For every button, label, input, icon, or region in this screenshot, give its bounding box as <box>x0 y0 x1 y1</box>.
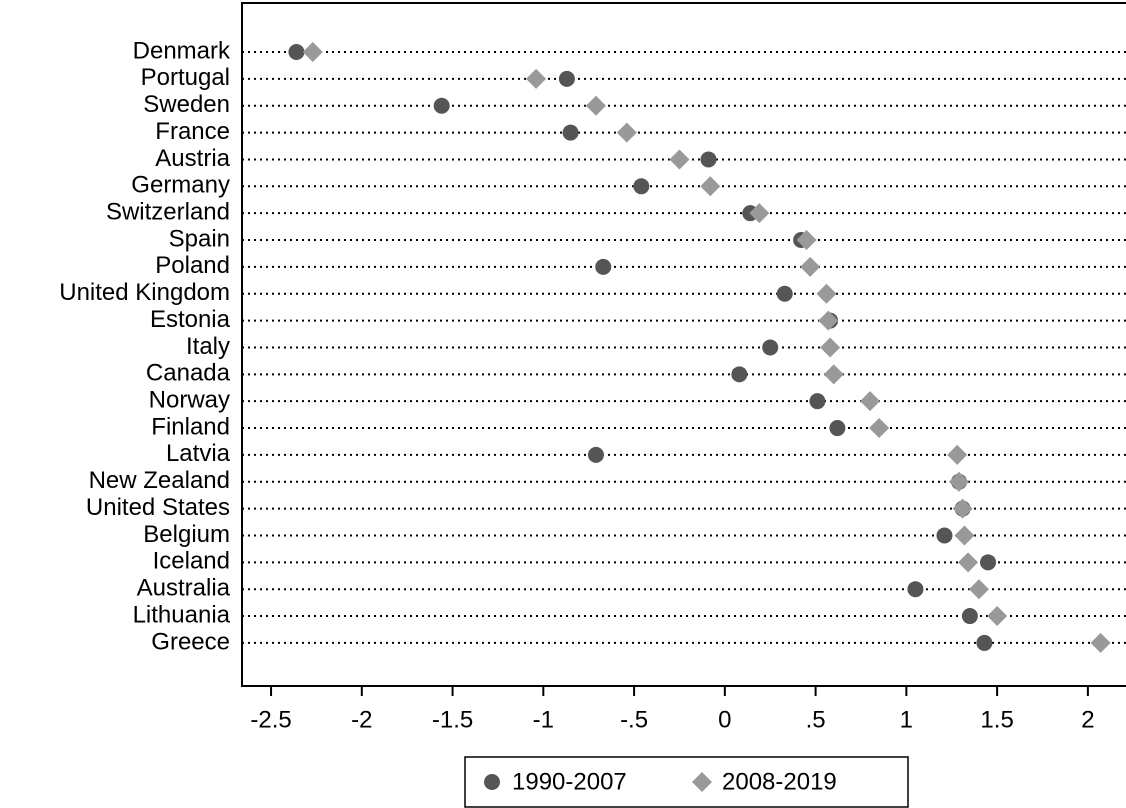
diamond-marker <box>749 203 770 224</box>
diamond-marker <box>954 525 975 546</box>
y-tick-label: Denmark <box>133 37 231 64</box>
diamond-marker <box>958 552 979 573</box>
diamond-marker <box>669 149 690 170</box>
x-tick-label: 2 <box>1081 706 1094 733</box>
circle-marker <box>731 366 748 383</box>
diamond-marker <box>816 283 837 304</box>
diamond-marker <box>949 471 970 492</box>
diamond-marker <box>526 68 547 89</box>
y-tick-label: Poland <box>155 252 230 279</box>
circle-marker <box>961 608 978 625</box>
x-tick-label: -.5 <box>620 706 648 733</box>
x-tick-label: .5 <box>806 706 826 733</box>
circle-marker <box>762 339 779 356</box>
y-tick-label: United States <box>86 494 230 521</box>
diamond-marker <box>818 310 839 331</box>
diamond-marker <box>585 95 606 116</box>
y-tick-label: Italy <box>186 333 230 360</box>
circle-marker <box>587 446 604 463</box>
diamond-marker <box>968 579 989 600</box>
y-tick-label: United Kingdom <box>59 279 230 306</box>
y-tick-label: Portugal <box>141 64 230 91</box>
diamond-marker <box>302 42 323 62</box>
circle-marker <box>288 44 305 60</box>
circle-marker <box>595 258 612 275</box>
circle-marker <box>776 285 793 302</box>
x-tick-label: -2.5 <box>250 706 291 733</box>
circle-marker <box>980 554 997 571</box>
legend-marker <box>692 772 712 792</box>
circle-marker <box>633 178 650 195</box>
circle-marker <box>562 124 579 141</box>
diamond-marker <box>823 364 844 385</box>
y-tick-label: Lithuania <box>133 601 231 628</box>
y-tick-label: Estonia <box>150 306 231 333</box>
y-tick-label: Spain <box>169 225 230 252</box>
diamond-marker <box>820 337 841 358</box>
diamond-marker <box>800 256 821 277</box>
diamond-marker <box>952 498 973 519</box>
y-tick-label: Greece <box>151 628 230 655</box>
y-tick-label: Canada <box>146 360 231 387</box>
y-tick-label: France <box>155 118 230 145</box>
diamond-marker <box>700 176 721 197</box>
y-tick-label: Finland <box>151 413 230 440</box>
circle-marker <box>700 151 717 168</box>
y-tick-label: Belgium <box>143 521 230 548</box>
x-tick-label: 1 <box>900 706 913 733</box>
y-tick-label: Norway <box>149 387 230 414</box>
legend-label: 1990-2007 <box>512 768 627 795</box>
legend-box <box>464 756 909 808</box>
y-tick-label: Sweden <box>143 91 230 118</box>
x-tick-label: -1 <box>533 706 554 733</box>
y-tick-label: Australia <box>137 575 231 602</box>
x-tick-label: 0 <box>718 706 731 733</box>
circle-marker <box>829 420 846 437</box>
circle-marker <box>809 393 826 410</box>
circle-marker <box>433 97 450 114</box>
diamond-marker <box>947 444 968 465</box>
y-tick-label: Switzerland <box>106 199 230 226</box>
y-tick-label: Latvia <box>166 440 231 467</box>
x-tick-label: -1.5 <box>432 706 473 733</box>
circle-marker <box>558 70 575 87</box>
diamond-marker <box>616 122 637 143</box>
circle-marker <box>976 634 993 651</box>
x-tick-label: 1.5 <box>980 706 1013 733</box>
diamond-marker <box>1090 632 1111 653</box>
y-tick-label: Iceland <box>153 548 230 575</box>
diamond-marker <box>796 230 817 251</box>
legend-label: 2008-2019 <box>722 768 837 795</box>
y-tick-label: Austria <box>155 145 230 172</box>
circle-marker <box>936 527 953 544</box>
x-tick-label: -2 <box>351 706 372 733</box>
diamond-marker <box>860 391 881 412</box>
y-tick-label: New Zealand <box>89 467 230 494</box>
diamond-marker <box>987 606 1008 627</box>
y-tick-label: Germany <box>131 172 230 199</box>
legend-marker <box>484 774 500 790</box>
circle-marker <box>907 581 924 598</box>
diamond-marker <box>869 418 890 439</box>
plot-frame <box>241 2 1126 687</box>
